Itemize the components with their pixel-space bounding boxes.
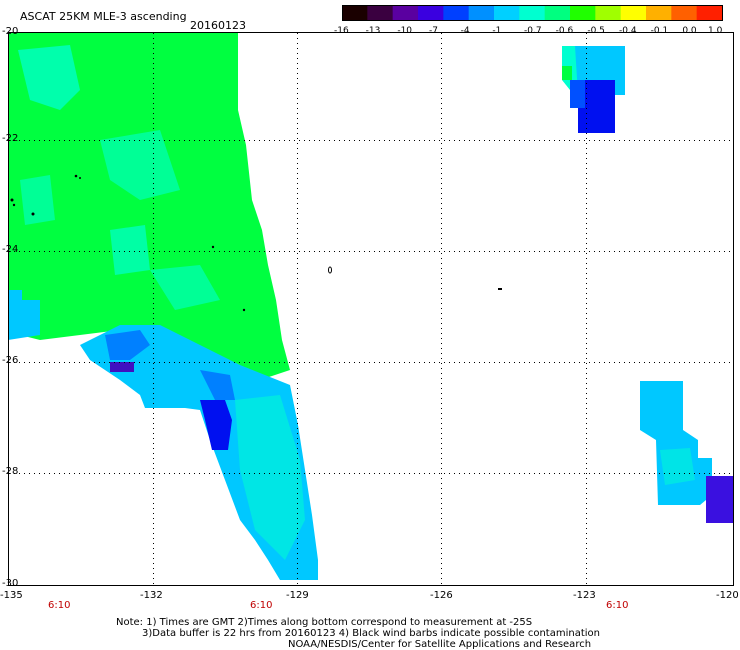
lon-label: -123 <box>573 590 596 601</box>
lat-label: -22 <box>2 133 19 144</box>
colorbar-swatch <box>519 5 546 20</box>
swath-ne-green <box>562 66 572 80</box>
swath-west-tail-mblue <box>105 330 150 360</box>
land-specks <box>10 174 502 312</box>
colorbar-swatch <box>392 5 419 20</box>
swath-se-dblue <box>706 476 734 523</box>
swath-se-cyan <box>660 448 695 485</box>
colorbar-swatch <box>646 5 672 20</box>
island-speck <box>498 288 502 290</box>
swath-ne-mblue <box>570 80 585 108</box>
swath-west-purple <box>110 362 134 372</box>
lat-label: -26 <box>2 355 19 366</box>
time-label: 6:10 <box>48 600 71 611</box>
lon-label: -132 <box>140 590 163 601</box>
lon-label: -135 <box>0 590 23 601</box>
lon-label: -120 <box>716 590 739 601</box>
colorbar-label: -10 <box>397 26 413 36</box>
colorbar-swatch <box>544 5 571 20</box>
lat-label: -24 <box>2 244 19 255</box>
lat-label: -20 <box>2 26 19 37</box>
swath-west-cyan-4 <box>150 265 220 310</box>
note-line-3: NOAA/NESDIS/Center for Satellite Applica… <box>288 639 592 650</box>
island-speck <box>242 308 246 312</box>
time-label: 6:10 <box>250 600 273 611</box>
figure-title: ASCAT 25KM MLE-3 ascending <box>20 10 187 23</box>
colorbar-swatch <box>443 5 470 20</box>
swath-west-green <box>8 32 290 380</box>
colorbar-swatch <box>342 5 368 20</box>
colorbar-swatch <box>468 5 495 20</box>
lon-label: -129 <box>286 590 309 601</box>
note-line-1: Note: 1) Times are GMT 2)Times along bot… <box>116 617 533 628</box>
colorbar-label: -4 <box>460 26 470 36</box>
map-frame <box>8 32 734 586</box>
lon-label: -126 <box>430 590 453 601</box>
colorbar-swatch <box>494 5 520 20</box>
swath-west-tail-mblue-2 <box>200 370 235 400</box>
colorbar-swatch <box>696 5 723 20</box>
island-speck <box>79 177 81 179</box>
colorbar <box>342 5 723 21</box>
swath-west-cyan-5 <box>20 175 55 225</box>
swath-west-cyan-1 <box>18 45 80 110</box>
colorbar-swatch <box>418 5 444 20</box>
colorbar-label: -0.4 <box>619 26 637 36</box>
colorbar-label: -16 <box>334 26 349 36</box>
island-speck <box>10 198 14 202</box>
figure-date: 20160123 <box>190 19 246 32</box>
swath-west-tail-cyan <box>235 395 305 560</box>
colorbar-label: 1.0 <box>708 26 723 36</box>
colorbar-label: -0.1 <box>650 26 669 36</box>
island-speck <box>12 203 16 207</box>
colorbar-label: 0.0 <box>682 26 697 36</box>
colorbar-frame <box>342 5 723 21</box>
note-line-2: 3)Data buffer is 22 hrs from 20160123 4)… <box>142 628 600 639</box>
colorbar-swatch <box>595 5 622 20</box>
colorbar-label: -7 <box>429 26 438 36</box>
colorbar-swatch <box>671 5 698 20</box>
swath-se-lblue <box>640 381 712 505</box>
island-speck <box>31 212 35 216</box>
graticule <box>9 33 733 585</box>
lat-label: -30 <box>2 578 19 589</box>
lat-label: -28 <box>2 466 19 477</box>
colorbar-swatch <box>367 5 394 20</box>
time-label: 6:10 <box>606 600 629 611</box>
colorbar-label: -0.5 <box>587 26 605 36</box>
colorbar-label: -13 <box>365 26 381 36</box>
swath-west-cyan-2 <box>100 130 180 200</box>
swath-west-blue-left <box>8 290 40 340</box>
colorbar-label: -0.7 <box>524 26 542 36</box>
colorbar-swatch <box>570 5 596 20</box>
island-speck <box>328 266 332 274</box>
swath-west-cyan-3 <box>110 225 150 275</box>
colorbar-label: -0.6 <box>555 26 574 36</box>
colorbar-swatch <box>620 5 647 20</box>
island-speck <box>74 174 78 178</box>
colorbar-label: -1 <box>492 26 502 36</box>
data-swaths <box>8 32 734 580</box>
swath-west-tail-dblue <box>200 400 232 450</box>
island-speck <box>211 245 215 249</box>
